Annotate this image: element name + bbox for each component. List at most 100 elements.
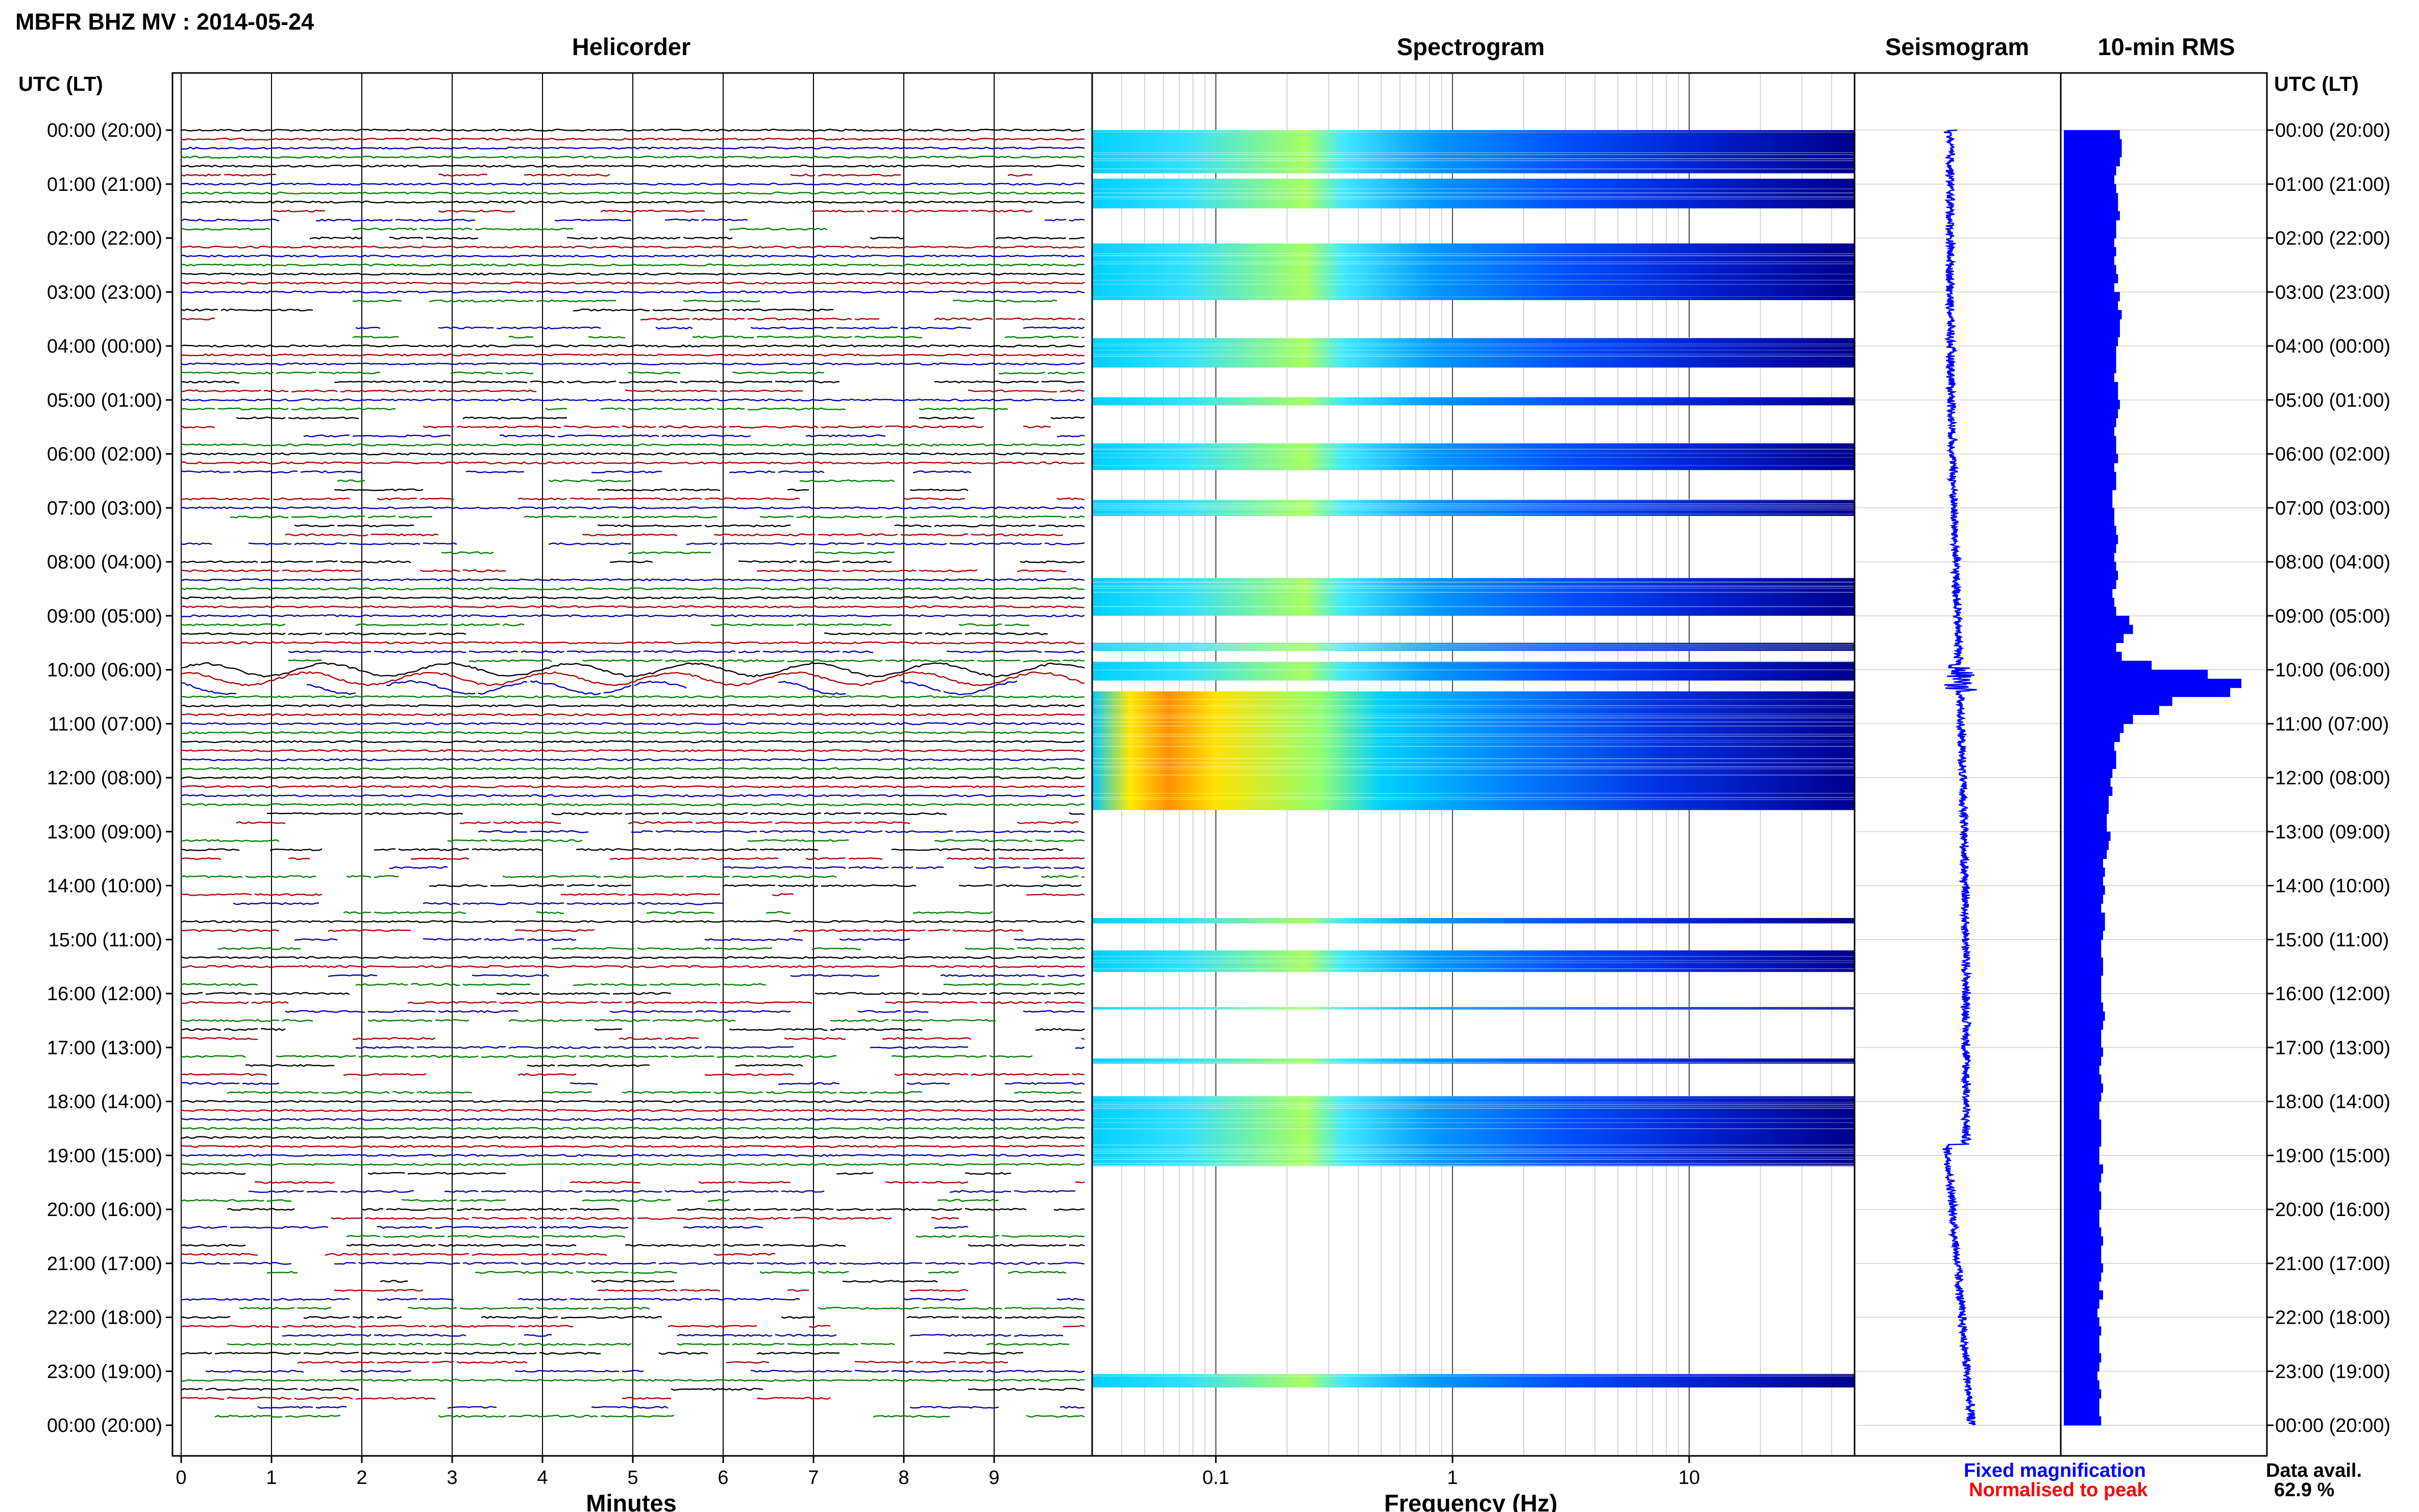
spectrogram-band [1092, 337, 1855, 368]
rms-bar [2064, 769, 2113, 778]
helicorder-trace-line [181, 1135, 1085, 1139]
rms-bar [2064, 409, 2118, 418]
rms-bar [2064, 400, 2120, 409]
helicorder-trace-line [282, 1333, 1064, 1337]
rms-bar [2064, 1236, 2103, 1246]
helicorder-trace-line [352, 299, 1057, 303]
rms-bar [2064, 256, 2114, 265]
helicorder-trace-line [205, 1370, 1085, 1373]
helicorder-trace-line [181, 1019, 996, 1022]
helicorder-trace-line [181, 497, 1085, 501]
left-time-tick-label: 20:00 (16:00) [47, 1199, 162, 1221]
helicorder-trace-line [181, 776, 1085, 779]
right-time-tick-label: 10:00 (06:00) [2275, 660, 2390, 681]
rms-bar [2064, 247, 2116, 257]
right-time-tick-label: 05:00 (01:00) [2275, 390, 2390, 411]
rms-bar [2064, 598, 2114, 607]
helicorder-trace-line [181, 398, 1085, 402]
helicorder-trace-line [181, 1325, 1085, 1328]
helicorder-trace-line [248, 1189, 1076, 1193]
helicorder-trace-line [343, 911, 993, 914]
rms-bar [2064, 571, 2118, 580]
helicorder-trace-line [181, 857, 1085, 860]
legend-normalised-to-peak: Normalised to peak [1969, 1479, 2148, 1501]
rms-bar [2064, 373, 2114, 382]
spectrogram-band [1092, 243, 1855, 301]
rms-bar [2064, 1416, 2102, 1426]
helicorder-trace-line [181, 920, 1085, 923]
helicorder-trace-line [181, 632, 1048, 635]
helicorder-trace-line [181, 272, 1085, 276]
minutes-tick-label: 8 [898, 1467, 909, 1489]
page-title: MBFR BHZ MV : 2014-05-24 [15, 9, 314, 35]
rms-bar [2064, 1218, 2100, 1228]
helicorder-trace-line [181, 182, 1085, 186]
spectrogram-band-fill [1092, 691, 1855, 810]
helicorder-trace-line [181, 1073, 1084, 1076]
rms-bar [2064, 157, 2120, 166]
helicorder-trace-line [181, 542, 1085, 546]
right-time-tick-label: 09:00 (05:00) [2275, 606, 2390, 627]
rms-bar [2064, 301, 2118, 310]
helicorder-trace-line [181, 680, 1018, 696]
helicorder-trace-line [181, 290, 1085, 294]
helicorder-trace-line [181, 875, 1085, 878]
helicorder-trace-line [294, 524, 1085, 528]
rms-bar [2064, 508, 2114, 517]
helicorder-trace-line [181, 1001, 1085, 1004]
helicorder-trace-line [181, 662, 1085, 678]
helicorder-trace-line [245, 1064, 803, 1067]
rms-bar [2064, 1191, 2102, 1201]
helicorder-trace-line [334, 1288, 969, 1292]
helicorder-trace-line [181, 1298, 1085, 1301]
rms-bar [2064, 975, 2102, 985]
helicorder-trace-line [478, 830, 1085, 833]
right-time-tick-label: 22:00 (18:00) [2275, 1307, 2390, 1329]
helicorder-trace-line [181, 758, 1085, 761]
rms-bar [2064, 1029, 2102, 1039]
rms-bar [2064, 724, 2124, 733]
helicorder-trace-line [181, 641, 1085, 645]
helicorder-trace-line [181, 452, 1085, 456]
rms-bar [2064, 876, 2103, 886]
helicorder-trace-line [355, 326, 1085, 330]
rms-bar [2064, 670, 2208, 679]
left-time-tick-label: 22:00 (18:00) [47, 1307, 162, 1329]
rms-bar [2064, 660, 2152, 670]
spectrogram-band [1092, 1095, 1855, 1167]
right-time-tick-label: 01:00 (21:00) [2275, 174, 2390, 195]
rms-bar [2064, 1389, 2102, 1399]
right-time-tick-label: 21:00 (17:00) [2275, 1253, 2390, 1275]
left-time-tick-label: 00:00 (20:00) [47, 120, 162, 141]
rms-bar [2064, 337, 2118, 346]
rms-bar [2064, 202, 2118, 212]
spectrogram-title: Spectrogram [1397, 33, 1545, 60]
rms-bar [2064, 1245, 2102, 1255]
spectrogram-band [1092, 1057, 1855, 1064]
rms-bar [2064, 418, 2116, 428]
helicorder-trace-line [181, 380, 1085, 384]
rms-bar [2064, 427, 2114, 436]
rms-bar [2064, 490, 2113, 500]
helicorder-trace-line [181, 353, 1085, 357]
helicorder-trace-line [181, 155, 1085, 159]
rms-bar [2064, 831, 2111, 841]
helicorder-trace-line [181, 1387, 1085, 1391]
rms-bar [2064, 310, 2122, 319]
rms-bar [2064, 463, 2114, 473]
helicorder-trace-line [181, 1154, 1085, 1157]
data-availability-value: 62.9 % [2274, 1479, 2334, 1501]
rms-bar [2064, 1047, 2103, 1057]
rms-bar [2064, 391, 2118, 401]
helicorder-trace-line [352, 335, 1085, 339]
spectrogram-band [1092, 661, 1855, 681]
rms-bar [2064, 292, 2120, 302]
rms-bar [2064, 535, 2118, 544]
spectrogram-band [1092, 642, 1855, 651]
helicorder-trace-line [181, 560, 1085, 564]
helicorder-trace-line [181, 587, 1085, 590]
helicorder-trace-line [181, 317, 1085, 321]
spectrogram-band [1092, 578, 1855, 616]
right-time-tick-label: 16:00 (12:00) [2275, 983, 2390, 1005]
rms-bar [2064, 625, 2133, 634]
